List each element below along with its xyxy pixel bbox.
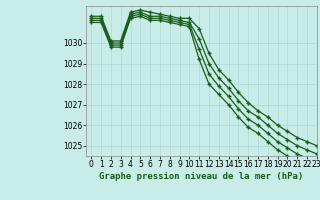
X-axis label: Graphe pression niveau de la mer (hPa): Graphe pression niveau de la mer (hPa) [100,172,304,181]
